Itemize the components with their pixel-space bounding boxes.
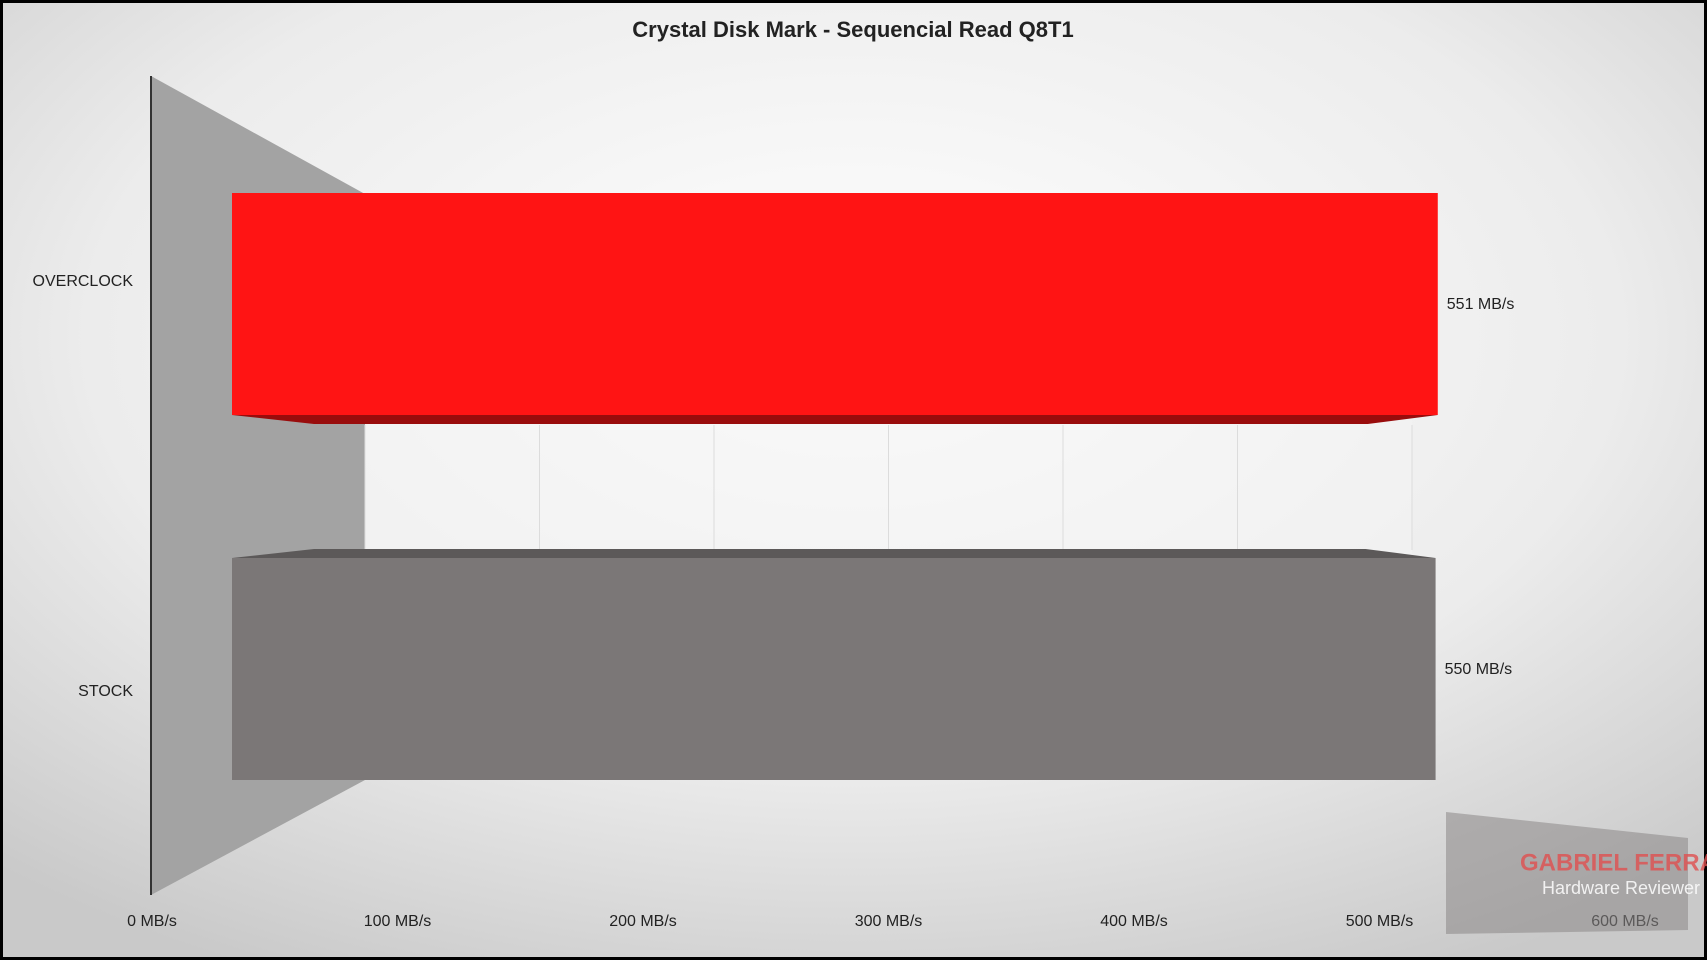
x-tick-label: 300 MB/s bbox=[855, 913, 923, 930]
value-label: 551 MB/s bbox=[1447, 296, 1515, 313]
x-tick-label: 400 MB/s bbox=[1100, 913, 1168, 930]
x-tick-label: 100 MB/s bbox=[364, 913, 432, 930]
watermark-box bbox=[1446, 812, 1688, 934]
chart-title: Crystal Disk Mark - Sequencial Read Q8T1 bbox=[632, 17, 1073, 42]
watermark-subtitle: Hardware Reviewer bbox=[1542, 878, 1700, 898]
category-label: STOCK bbox=[78, 683, 133, 700]
bar bbox=[232, 558, 1436, 780]
category-label: OVERCLOCK bbox=[33, 273, 134, 290]
watermark: GABRIEL FERRAZ Hardware Reviewer bbox=[1446, 812, 1707, 934]
x-tick-label: 500 MB/s bbox=[1346, 913, 1414, 930]
bar bbox=[232, 193, 1438, 415]
watermark-name: GABRIEL FERRAZ bbox=[1520, 849, 1707, 876]
x-tick-label: 200 MB/s bbox=[609, 913, 677, 930]
value-label: 550 MB/s bbox=[1445, 661, 1513, 678]
x-tick-label: 0 MB/s bbox=[127, 913, 177, 930]
bar-bevel bbox=[232, 549, 1436, 558]
bar-bevel bbox=[232, 415, 1438, 424]
